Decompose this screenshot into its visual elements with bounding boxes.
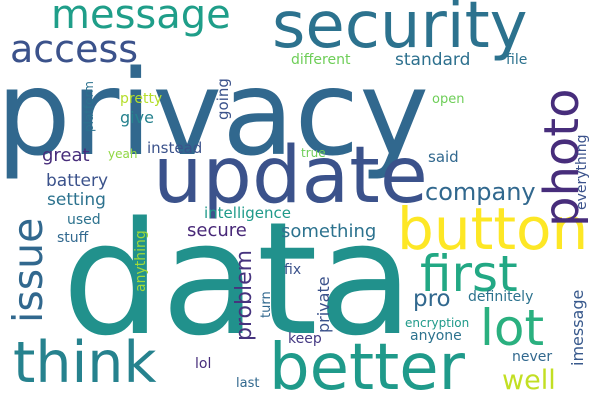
word-battery: battery [46,171,109,191]
word-standard: standard [395,50,471,70]
word-pretty: pretty [120,91,163,107]
word-message: message [51,0,231,38]
word-security: security [272,0,528,63]
word-setting: setting [47,190,106,210]
word-first: first [420,245,518,303]
word-encryption: encryption [405,316,470,330]
word-used: used [67,212,101,228]
word-better: better [269,331,465,400]
word-never: never [512,349,553,365]
word-lol: lol [195,356,212,372]
word-turn: turn [259,291,274,318]
word-open: open [432,92,465,107]
word-update: update [153,131,428,221]
word-different: different [291,52,351,68]
word-everything: everything [574,134,590,210]
word-said: said [428,148,459,166]
word-think: think [13,330,157,396]
word-imessage: imessage [568,289,587,366]
word-file: file [506,52,528,68]
word-issue: issue [4,217,52,323]
word-great: great [42,145,90,166]
word-company: company [425,178,536,206]
word-true: true [301,146,326,160]
word-privacy: privacy [0,44,430,182]
word-going: going [214,78,232,120]
word-access: access [10,27,139,71]
word-intelligence: intelligence [204,204,292,222]
word-problem: problem [232,249,257,341]
word-something: something [281,221,377,242]
word-yeah: yeah [108,147,138,161]
word-anything: anything [133,230,149,292]
word-button: button [397,195,589,263]
word-stuff: stuff [57,230,89,246]
word-pro: pro [413,286,451,312]
word-instead: instead [147,139,203,157]
word-secure: secure [187,220,247,241]
word-definitely: definitely [468,289,534,305]
word-last: last [236,376,260,391]
word-private: private [314,276,333,333]
word-data: data [62,188,414,370]
word-fix: fix [284,262,302,278]
word-lot: lot [480,299,545,357]
word-give: give [120,108,154,127]
word-well: well [502,365,556,396]
word-keep: keep [288,331,322,347]
word-anyone: anyone [410,328,462,344]
word-platform: platform [82,81,96,132]
